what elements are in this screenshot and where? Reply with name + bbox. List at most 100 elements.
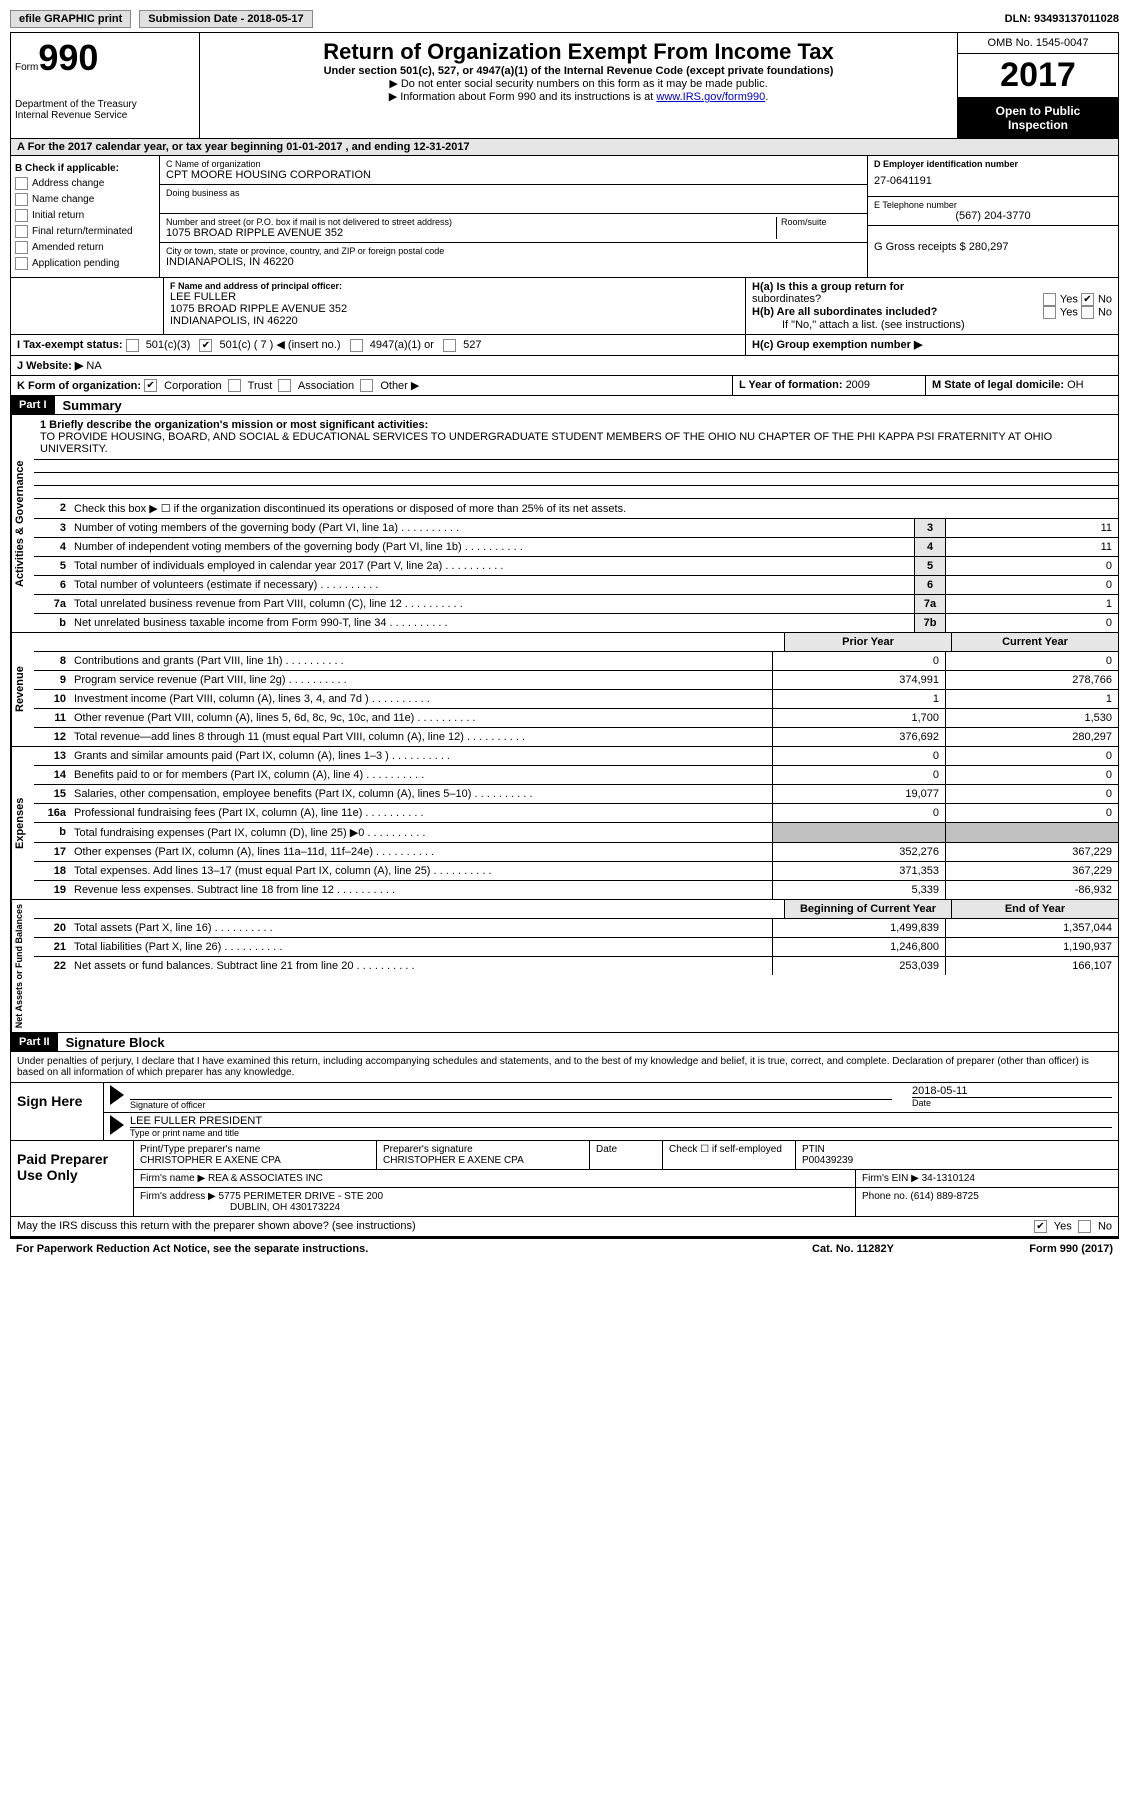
dept-treasury: Department of the Treasury	[15, 99, 195, 110]
other-checkbox[interactable]	[360, 379, 373, 392]
officer-row: F Name and address of principal officer:…	[10, 278, 1119, 335]
prep-name-label: Print/Type preparer's name	[140, 1144, 370, 1155]
note-ssn: ▶ Do not enter social security numbers o…	[206, 77, 951, 90]
year-formation-label: L Year of formation:	[739, 379, 846, 391]
paid-preparer-label: Paid Preparer Use Only	[11, 1141, 134, 1216]
org-city: INDIANAPOLIS, IN 46220	[166, 256, 861, 268]
address-change-checkbox[interactable]	[15, 177, 28, 190]
trust-checkbox[interactable]	[228, 379, 241, 392]
hb-no-checkbox[interactable]	[1081, 306, 1094, 319]
firm-name: REA & ASSOCIATES INC	[208, 1173, 323, 1184]
irs-link[interactable]: www.IRS.gov/form990	[656, 91, 765, 103]
sig-officer-label: Signature of officer	[130, 1099, 892, 1110]
corp-checkbox[interactable]: ✔	[144, 379, 157, 392]
year-formation: 2009	[846, 379, 870, 391]
addr-label: Number and street (or P.O. box if mail i…	[166, 217, 776, 227]
hc-label: H(c) Group exemption number ▶	[752, 339, 922, 351]
check-if-applicable: B Check if applicable: Address change Na…	[11, 156, 160, 277]
entity-info-block: B Check if applicable: Address change Na…	[10, 156, 1119, 278]
4947-checkbox[interactable]	[350, 339, 363, 352]
governance-tab: Activities & Governance	[11, 415, 34, 632]
name-change-checkbox[interactable]	[15, 193, 28, 206]
firm-phone-label: Phone no.	[862, 1191, 908, 1202]
assoc-checkbox[interactable]	[278, 379, 291, 392]
discuss-label: May the IRS discuss this return with the…	[17, 1220, 416, 1232]
org-name-label: C Name of organization	[166, 159, 861, 169]
dln: DLN: 93493137011028	[1005, 13, 1119, 25]
net-assets-section: Net Assets or Fund Balances Beginning of…	[10, 900, 1119, 1033]
firm-addr2: DUBLIN, OH 430173224	[140, 1202, 849, 1213]
discuss-yes-checkbox[interactable]: ✔	[1034, 1220, 1047, 1233]
org-address: 1075 BROAD RIPPLE AVENUE 352	[166, 227, 776, 239]
hb-label: H(b) Are all subordinates included?	[752, 306, 937, 318]
prep-sig: CHRISTOPHER E AXENE CPA	[383, 1155, 583, 1166]
tax-exempt-label: I Tax-exempt status:	[17, 339, 123, 351]
revenue-section: Revenue Prior Year Current Year 8 Contri…	[10, 633, 1119, 747]
gross-receipts: 280,297	[969, 241, 1009, 253]
application-pending-checkbox[interactable]	[15, 257, 28, 270]
revenue-tab: Revenue	[11, 633, 34, 746]
signature-declaration: Under penalties of perjury, I declare th…	[10, 1052, 1119, 1083]
dba-label: Doing business as	[166, 188, 861, 198]
firm-phone: (614) 889-8725	[910, 1191, 978, 1202]
discuss-no-checkbox[interactable]	[1078, 1220, 1091, 1233]
phone-label: E Telephone number	[874, 200, 1112, 210]
room-label: Room/suite	[781, 217, 861, 227]
mission-label: 1 Briefly describe the organization's mi…	[40, 419, 428, 431]
pra-notice: For Paperwork Reduction Act Notice, see …	[16, 1243, 753, 1255]
top-bar: efile GRAPHIC print Submission Date - 20…	[10, 10, 1119, 28]
ha-no-checkbox[interactable]: ✔	[1081, 293, 1094, 306]
arrow-icon	[110, 1085, 124, 1105]
final-return-checkbox[interactable]	[15, 225, 28, 238]
501c-checkbox[interactable]: ✔	[199, 339, 212, 352]
officer-addr2: INDIANAPOLIS, IN 46220	[170, 315, 739, 327]
form-prefix: Form	[15, 62, 38, 73]
form-ref: Form 990 (2017)	[953, 1243, 1113, 1255]
open-to-public: Open to Public Inspection	[958, 98, 1118, 138]
submission-date: Submission Date - 2018-05-17	[139, 10, 312, 28]
net-assets-tab: Net Assets or Fund Balances	[11, 900, 34, 1032]
firm-addr1: 5775 PERIMETER DRIVE - STE 200	[219, 1191, 384, 1202]
phone: (567) 204-3770	[874, 210, 1112, 222]
ha-yes-checkbox[interactable]	[1043, 293, 1056, 306]
efile-print-button[interactable]: efile GRAPHIC print	[10, 10, 131, 28]
note-info: ▶ Information about Form 990 and its ins…	[206, 90, 951, 103]
city-label: City or town, state or province, country…	[166, 246, 861, 256]
domicile: OH	[1067, 379, 1084, 391]
ein-label: D Employer identification number	[874, 159, 1018, 169]
arrow-icon	[110, 1115, 124, 1135]
sig-name: LEE FULLER PRESIDENT	[130, 1115, 1112, 1127]
amended-return-checkbox[interactable]	[15, 241, 28, 254]
part-2-header: Part II Signature Block	[10, 1033, 1119, 1052]
officer-addr1: 1075 BROAD RIPPLE AVENUE 352	[170, 303, 739, 315]
firm-ein: 34-1310124	[922, 1173, 975, 1184]
501c3-checkbox[interactable]	[126, 339, 139, 352]
officer-name: LEE FULLER	[170, 291, 739, 303]
ha-label: H(a) Is this a group return for	[752, 281, 904, 293]
sig-name-label: Type or print name and title	[130, 1127, 1112, 1138]
ptin-label: PTIN	[802, 1144, 1112, 1155]
website-label: J Website: ▶	[17, 360, 83, 372]
firm-name-label: Firm's name ▶	[140, 1173, 205, 1184]
ptin: P00439239	[802, 1155, 1112, 1166]
tax-year: 2017	[958, 54, 1118, 98]
mission-text: TO PROVIDE HOUSING, BOARD, AND SOCIAL & …	[40, 431, 1112, 455]
sign-here-label: Sign Here	[11, 1083, 104, 1140]
prep-date-label: Date	[590, 1141, 663, 1169]
hb-yes-checkbox[interactable]	[1043, 306, 1056, 319]
domicile-label: M State of legal domicile:	[932, 379, 1064, 391]
end-year-header: End of Year	[951, 900, 1118, 918]
firm-addr-label: Firm's address ▶	[140, 1191, 216, 1202]
sign-here-block: Sign Here Signature of officer 2018-05-1…	[10, 1083, 1119, 1141]
form-number: 990	[38, 37, 98, 78]
527-checkbox[interactable]	[443, 339, 456, 352]
sig-date-label: Date	[912, 1097, 1112, 1108]
initial-return-checkbox[interactable]	[15, 209, 28, 222]
firm-ein-label: Firm's EIN ▶	[862, 1173, 919, 1184]
ein: 27-0641191	[874, 169, 1112, 193]
form-header: Form990 Department of the Treasury Inter…	[10, 32, 1119, 139]
officer-label: F Name and address of principal officer:	[170, 281, 342, 291]
governance-section: Activities & Governance 1 Briefly descri…	[10, 415, 1119, 633]
section-a-period: A For the 2017 calendar year, or tax yea…	[10, 139, 1119, 156]
paid-preparer-block: Paid Preparer Use Only Print/Type prepar…	[10, 1141, 1119, 1217]
